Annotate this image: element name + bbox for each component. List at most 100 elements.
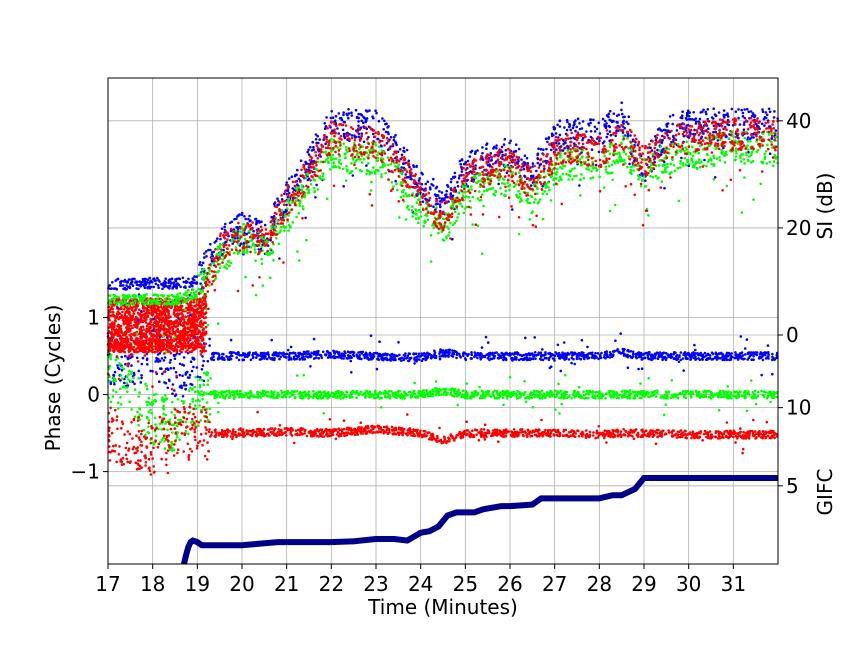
phase-series-0-point xyxy=(398,357,402,361)
phase-series-2-point xyxy=(317,430,321,433)
phase-series-2-point xyxy=(296,428,300,432)
phase-series-0-point xyxy=(376,357,380,361)
phase-series-1-point xyxy=(626,397,629,400)
phase-series-1-point xyxy=(754,402,758,406)
phase-series-1-point xyxy=(365,389,368,393)
phase-series-0-point xyxy=(573,362,576,366)
phase-series-1-point xyxy=(751,395,754,399)
phase-series-3-point xyxy=(114,317,117,320)
phase-series-0-point xyxy=(208,344,211,347)
phase-series-2-point xyxy=(748,437,751,440)
phase-series-0-point xyxy=(455,351,459,355)
phase-series-1-point xyxy=(338,391,342,395)
phase-series-1-point xyxy=(117,401,120,405)
phase-series-2-point xyxy=(534,433,538,437)
phase-series-1-point xyxy=(364,391,367,395)
phase-series-1-point xyxy=(588,390,592,394)
phase-series-1-point xyxy=(516,390,519,393)
phase-series-2-point xyxy=(425,434,428,438)
phase-series-2-point xyxy=(185,426,188,429)
phase-series-0-point xyxy=(480,346,484,349)
phase-series-0-point xyxy=(173,389,176,392)
phase-series-1-point xyxy=(516,396,520,400)
phase-series-1-point xyxy=(474,392,477,395)
phase-series-1-point xyxy=(384,395,387,399)
phase-series-1-point xyxy=(453,389,457,393)
phase-series-0-point xyxy=(279,355,283,359)
phase-series-0-point xyxy=(626,349,629,353)
phase-series-1-point xyxy=(163,447,167,451)
phase-series-2-point xyxy=(149,450,153,454)
phase-series-0-point xyxy=(618,350,621,354)
phase-series-0-point xyxy=(321,350,325,354)
phase-series-1-point xyxy=(609,394,612,397)
phase-series-0-point xyxy=(675,357,679,360)
phase-series-0-point xyxy=(479,356,482,359)
phase-series-0-point xyxy=(403,357,406,360)
phase-series-0-point xyxy=(559,369,563,373)
phase-series-1-point xyxy=(198,404,201,407)
phase-series-2-point xyxy=(757,434,761,438)
phase-series-0-point xyxy=(198,376,202,379)
phase-series-2-point xyxy=(350,430,353,434)
phase-series-2-point xyxy=(363,430,367,433)
phase-series-2-point xyxy=(245,429,248,432)
phase-series-2-point xyxy=(234,430,237,434)
phase-series-2-point xyxy=(289,432,293,436)
phase-series-1-point xyxy=(608,391,611,395)
phase-series-1-point xyxy=(417,394,420,398)
phase-series-2-point xyxy=(499,430,502,433)
phase-series-1-point xyxy=(506,391,509,395)
phase-series-0-point xyxy=(212,358,216,362)
phase-series-2-point xyxy=(447,436,450,440)
phase-series-0-point xyxy=(725,351,729,355)
phase-series-0-point xyxy=(120,355,123,359)
phase-series-1-point xyxy=(386,392,390,395)
phase-series-1-point xyxy=(267,395,271,398)
phase-series-0-point xyxy=(492,356,496,360)
phase-series-1-point xyxy=(318,394,322,398)
phase-series-2-point xyxy=(643,430,646,434)
phase-series-2-point xyxy=(251,431,255,435)
phase-series-1-point xyxy=(407,391,411,394)
phase-series-1-point xyxy=(563,373,567,377)
phase-series-2-point xyxy=(181,420,185,424)
phase-series-1-point xyxy=(544,395,547,399)
phase-series-1-point xyxy=(762,395,766,399)
phase-series-2-point xyxy=(281,432,285,436)
phase-series-0-point xyxy=(178,362,182,366)
phase-series-0-point xyxy=(625,353,629,357)
phase-series-0-point xyxy=(294,354,298,357)
phase-series-0-point xyxy=(464,358,468,362)
phase-series-2-point xyxy=(442,435,446,439)
phase-series-1-point xyxy=(130,408,133,411)
phase-series-1-point xyxy=(478,385,481,389)
phase-series-0-point xyxy=(315,356,318,359)
phase-series-0-point xyxy=(521,358,525,362)
phase-series-0-point xyxy=(313,357,316,360)
phase-series-1-point xyxy=(239,389,242,393)
phase-series-1-point xyxy=(495,391,499,394)
phase-series-0-point xyxy=(158,380,161,384)
phase-series-0-point xyxy=(425,355,429,359)
phase-series-2-point xyxy=(364,425,368,428)
phase-series-0-point xyxy=(497,353,500,357)
phase-series-1-point xyxy=(188,402,192,406)
phase-series-0-point xyxy=(329,353,332,357)
phase-series-1-point xyxy=(164,413,167,417)
phase-series-1-point xyxy=(502,403,505,407)
phase-series-1-point xyxy=(292,390,296,394)
phase-series-2-point xyxy=(133,451,136,455)
phase-series-1-point xyxy=(133,388,137,391)
phase-series-0-point xyxy=(394,354,398,358)
phase-series-2-point xyxy=(382,425,386,429)
phase-series-2-point xyxy=(701,439,704,442)
phase-series-1-point xyxy=(532,391,535,395)
phase-series-2-point xyxy=(608,432,611,435)
phase-series-2-point xyxy=(182,416,186,420)
phase-series-2-point xyxy=(241,432,245,436)
phase-series-0-point xyxy=(668,355,672,358)
phase-series-2-point xyxy=(115,418,119,422)
phase-series-2-point xyxy=(581,432,585,435)
phase-series-2-point xyxy=(202,439,206,442)
